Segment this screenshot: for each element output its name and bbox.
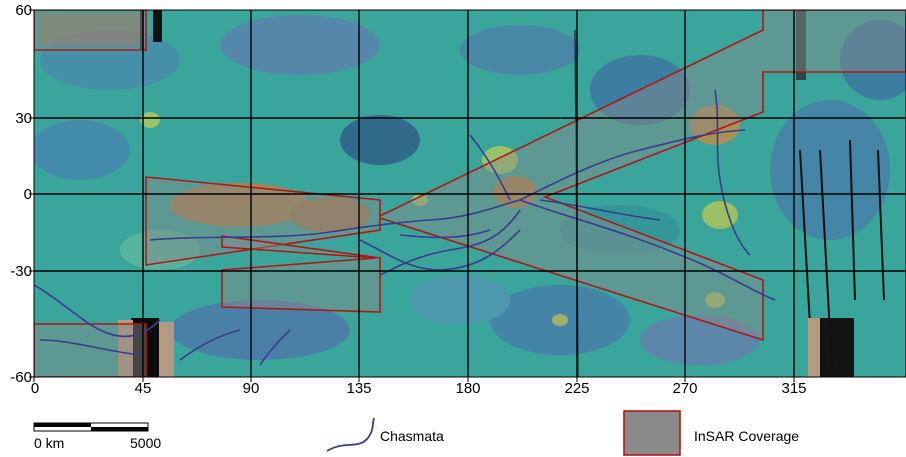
y-tick-label: -60 <box>10 369 32 386</box>
x-tick-label: 180 <box>455 380 481 397</box>
y-tick-label: 0 <box>23 186 32 203</box>
insar-coverage-polygon <box>34 323 147 377</box>
insar-legend-label: InSAR Coverage <box>694 428 800 444</box>
insar-coverage-polygon <box>34 10 147 51</box>
chasmata-legend-label: Chasmata <box>380 428 444 444</box>
chasmata-legend-icon <box>326 417 375 452</box>
tick-marks <box>29 9 795 382</box>
scale-bar-end-label: 5000 <box>130 435 162 451</box>
x-tick-label: 225 <box>564 380 590 397</box>
y-tick-label: 30 <box>15 110 32 127</box>
x-tick-label: 135 <box>346 380 372 397</box>
x-tick-label: 315 <box>781 380 807 397</box>
insar-coverage-polygon <box>221 235 381 313</box>
chasmata-lines <box>34 89 776 366</box>
y-tick-label: 60 <box>15 2 32 19</box>
insar-legend-swatch <box>623 410 681 456</box>
graticule <box>34 10 906 377</box>
x-tick-label: 45 <box>134 380 152 397</box>
y-tick-label: -30 <box>10 263 32 280</box>
scale-bar-start-label: 0 km <box>34 435 65 451</box>
x-tick-label: 90 <box>242 380 260 397</box>
x-tick-label: 270 <box>672 380 698 397</box>
scale-bar <box>33 422 149 432</box>
tan-patches <box>118 318 820 377</box>
x-tick-label: 0 <box>30 380 40 397</box>
